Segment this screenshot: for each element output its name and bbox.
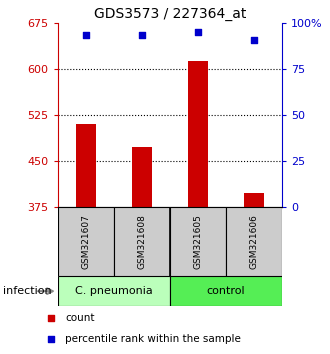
Text: count: count	[65, 313, 95, 323]
Text: GSM321605: GSM321605	[193, 214, 203, 269]
Bar	[58, 207, 114, 276]
Text: C. pneumonia: C. pneumonia	[75, 286, 153, 296]
Bar	[170, 207, 226, 276]
Bar	[76, 124, 96, 207]
Text: GSM321608: GSM321608	[137, 214, 147, 269]
Text: GSM321606: GSM321606	[249, 214, 259, 269]
Title: GDS3573 / 227364_at: GDS3573 / 227364_at	[94, 7, 246, 21]
Bar	[226, 207, 282, 276]
Text: GSM321607: GSM321607	[81, 214, 90, 269]
Point	[48, 315, 53, 321]
Point	[83, 33, 88, 38]
Text: infection: infection	[3, 286, 52, 296]
Bar	[132, 147, 152, 207]
Point	[251, 37, 257, 42]
Point	[139, 33, 145, 38]
Bar	[244, 193, 264, 207]
Point	[48, 337, 53, 342]
Bar	[170, 276, 282, 306]
Text: percentile rank within the sample: percentile rank within the sample	[65, 334, 241, 344]
Point	[195, 29, 201, 35]
Text: control: control	[207, 286, 246, 296]
Bar	[58, 276, 170, 306]
Bar	[188, 61, 208, 207]
Bar	[114, 207, 170, 276]
